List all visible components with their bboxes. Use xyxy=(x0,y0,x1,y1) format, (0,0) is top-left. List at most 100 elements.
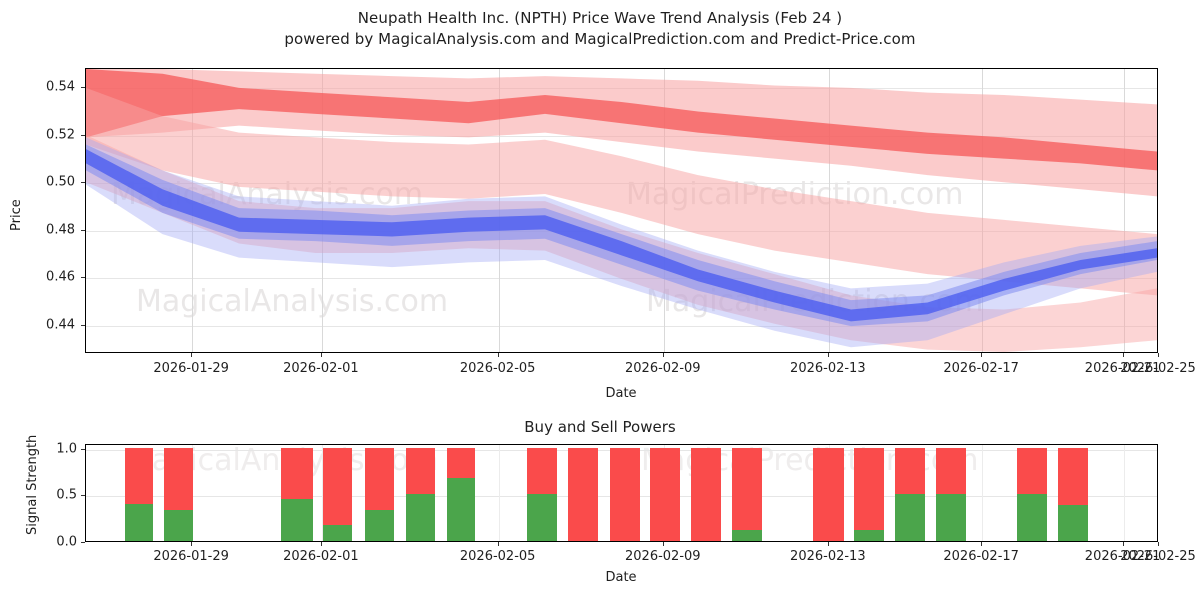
x-tick-mark xyxy=(320,353,322,357)
y-tick-label: 0.44 xyxy=(46,317,75,332)
x-tick-mark xyxy=(1122,542,1124,546)
sell-power-segment xyxy=(935,447,966,495)
buy-power-segment xyxy=(446,478,476,541)
buy-sell-powers-chart: MagicalAnalysis.comMagicalPrediction.com… xyxy=(25,435,1196,585)
sell-power-segment xyxy=(281,447,313,499)
sell-power-segment xyxy=(405,447,435,495)
x-tick-label: 2026-02-01 xyxy=(283,361,359,376)
x-tick-label: 2026-02-05 xyxy=(459,549,536,564)
buy-power-segment xyxy=(895,494,926,541)
wave-band-sell-band-core xyxy=(86,69,1157,171)
gridline-vertical xyxy=(321,445,323,541)
y-tick-label: 0.54 xyxy=(46,79,75,95)
signal-bar[interactable] xyxy=(281,447,313,541)
gridline-horizontal xyxy=(86,325,1157,327)
buy-power-segment xyxy=(1017,494,1048,541)
buy-sell-plot-area: MagicalAnalysis.comMagicalPrediction.com xyxy=(85,444,1158,542)
x-tick-mark xyxy=(662,353,664,357)
wave-band-sell-band-mid xyxy=(86,87,1157,296)
signal-bar[interactable] xyxy=(1017,447,1048,541)
signal-bar[interactable] xyxy=(813,447,844,541)
y-tick-mark xyxy=(81,182,85,183)
sell-power-segment xyxy=(446,447,476,479)
x-tick-label: 2026-02-13 xyxy=(790,549,866,564)
x-tick-label: 2026-02-25 xyxy=(1120,361,1196,376)
sell-power-segment xyxy=(163,447,193,511)
signal-bar[interactable] xyxy=(895,447,926,541)
signal-bar[interactable] xyxy=(446,447,476,541)
price-axis-label: Price xyxy=(9,199,24,231)
sell-power-segment xyxy=(124,447,154,504)
x-tick-mark xyxy=(1158,353,1159,357)
y-tick-label: 0.46 xyxy=(46,269,75,285)
y-tick-mark xyxy=(81,134,85,136)
x-tick-mark xyxy=(497,542,499,546)
buy-power-segment xyxy=(935,494,966,541)
x-tick-mark xyxy=(191,542,193,546)
signal-bar[interactable] xyxy=(609,447,640,541)
signal-bar[interactable] xyxy=(854,447,885,541)
y-tick-label: 0.5 xyxy=(56,487,77,503)
buy-power-segment xyxy=(163,510,193,541)
gridline-horizontal xyxy=(86,230,1157,232)
sell-power-segment xyxy=(1017,447,1048,495)
y-tick-label: 1.0 xyxy=(56,441,77,457)
y-tick-label: 0.50 xyxy=(46,174,75,190)
x-tick-label: 2026-01-29 xyxy=(153,549,229,564)
x-tick-mark xyxy=(981,353,983,357)
x-tick-label: 2026-02-05 xyxy=(459,361,536,376)
page-subtitle: powered by MagicalAnalysis.com and Magic… xyxy=(284,30,916,48)
price-wave-chart: MagicalAnalysis.comMagicalPrediction.com… xyxy=(9,68,1196,401)
x-tick-label: 2026-02-09 xyxy=(625,361,701,376)
signal-bar[interactable] xyxy=(567,447,598,541)
x-tick-label: 2026-01-29 xyxy=(153,361,229,376)
x-tick-mark xyxy=(981,542,983,546)
sell-power-segment xyxy=(364,447,394,511)
x-tick-mark xyxy=(320,542,322,546)
gridline-vertical xyxy=(321,69,323,352)
signal-bar[interactable] xyxy=(364,447,394,541)
y-tick-label: 0.48 xyxy=(46,222,75,237)
buy-power-segment xyxy=(323,525,353,541)
y-tick-mark xyxy=(81,277,85,278)
buy-power-segment xyxy=(731,529,762,541)
x-tick-mark xyxy=(191,353,193,357)
y-tick-mark xyxy=(81,324,85,326)
price-wave-plot-area: MagicalAnalysis.comMagicalPrediction.com… xyxy=(85,68,1158,353)
date-axis-label-bottom: Date xyxy=(605,570,637,585)
wave-band-buy-band-mid xyxy=(86,144,1157,327)
x-tick-mark xyxy=(497,353,499,357)
page-title: Neupath Health Inc. (NPTH) Price Wave Tr… xyxy=(357,9,843,27)
gridline-vertical xyxy=(982,69,984,352)
x-tick-mark xyxy=(662,542,664,546)
sell-power-segment xyxy=(854,447,885,530)
sell-power-segment xyxy=(1058,447,1089,505)
signal-bar[interactable] xyxy=(731,447,762,541)
signal-bar[interactable] xyxy=(691,447,722,541)
buy-power-segment xyxy=(1058,504,1089,541)
x-tick-label: 2026-02-21 xyxy=(1084,361,1161,376)
x-tick-label: 2026-02-01 xyxy=(283,549,359,564)
signal-bar[interactable] xyxy=(650,447,681,541)
sell-power-segment xyxy=(895,447,926,495)
signal-bar[interactable] xyxy=(163,447,193,541)
y-tick-label: 0.52 xyxy=(46,127,75,142)
y-tick-mark xyxy=(81,229,85,231)
y-tick-mark xyxy=(81,542,85,543)
signal-bar[interactable] xyxy=(527,447,558,541)
sell-power-segment xyxy=(731,447,762,530)
gridline-vertical xyxy=(1123,445,1125,541)
signal-bar[interactable] xyxy=(935,447,966,541)
gridline-vertical xyxy=(1123,69,1125,352)
buy-power-segment xyxy=(854,529,885,541)
sell-power-segment xyxy=(323,447,353,526)
signal-bar[interactable] xyxy=(1058,447,1089,541)
buy-power-segment xyxy=(364,510,394,541)
signal-strength-axis-label: Signal Strength xyxy=(25,434,40,535)
signal-bar[interactable] xyxy=(405,447,435,541)
signal-bar[interactable] xyxy=(323,447,353,541)
buy-power-segment xyxy=(124,503,154,541)
chart-title-block: Neupath Health Inc. (NPTH) Price Wave Tr… xyxy=(0,8,1200,50)
signal-bar[interactable] xyxy=(124,447,154,541)
gridline-horizontal xyxy=(86,278,1157,279)
